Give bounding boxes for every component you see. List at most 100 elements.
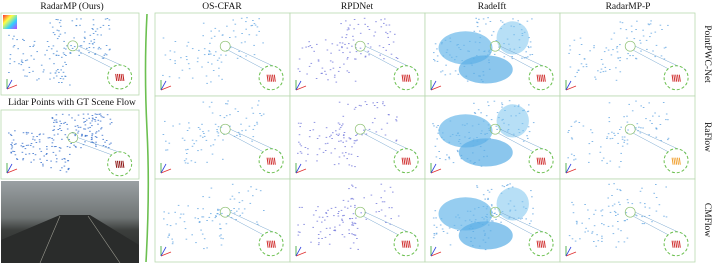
point	[341, 125, 343, 127]
point	[250, 186, 252, 188]
point	[356, 156, 359, 157]
point	[165, 149, 167, 151]
axis-glyph	[6, 168, 18, 174]
point	[321, 221, 323, 223]
point	[343, 63, 345, 65]
point	[432, 123, 434, 125]
point	[38, 78, 40, 80]
point	[32, 146, 35, 148]
point	[311, 47, 313, 49]
point	[654, 56, 656, 58]
point	[383, 201, 386, 203]
point	[623, 220, 626, 222]
axis-glyph	[430, 163, 437, 174]
point	[83, 36, 86, 38]
point	[530, 46, 532, 48]
point	[257, 223, 259, 225]
zoom-line	[498, 215, 534, 235]
point	[609, 160, 612, 162]
point	[577, 69, 580, 71]
flow-vector	[407, 157, 409, 165]
point	[509, 183, 511, 185]
point	[197, 57, 199, 59]
point	[626, 139, 629, 141]
point	[167, 236, 169, 238]
point	[75, 25, 78, 27]
point	[364, 23, 366, 25]
point	[64, 121, 67, 123]
point	[252, 20, 254, 21]
point	[339, 66, 341, 68]
point	[341, 234, 344, 236]
point	[53, 146, 56, 148]
point	[337, 215, 340, 217]
point	[663, 58, 666, 60]
point	[76, 125, 79, 127]
point	[87, 113, 89, 115]
point	[388, 207, 391, 209]
point	[369, 46, 372, 48]
point	[80, 147, 82, 149]
point	[643, 223, 646, 225]
point	[240, 123, 242, 125]
point	[435, 226, 438, 228]
point	[73, 46, 76, 48]
point	[437, 132, 439, 134]
flow-vector	[673, 74, 676, 82]
point	[473, 102, 475, 104]
point	[91, 138, 93, 140]
point	[60, 25, 62, 27]
point	[220, 237, 222, 239]
point	[21, 142, 24, 144]
point	[639, 39, 641, 41]
point	[39, 148, 41, 150]
point	[298, 206, 301, 208]
point	[33, 44, 35, 46]
point	[100, 127, 103, 129]
point	[388, 24, 391, 26]
flow-vector	[120, 73, 123, 82]
point	[568, 130, 570, 131]
point	[511, 56, 513, 57]
point	[325, 127, 328, 129]
point	[338, 133, 340, 135]
point	[626, 121, 629, 123]
point	[316, 154, 319, 156]
point	[44, 54, 46, 56]
point	[609, 211, 612, 213]
point	[55, 114, 58, 116]
point	[347, 103, 349, 105]
point	[350, 198, 352, 200]
point	[66, 146, 69, 148]
point	[185, 56, 188, 57]
point	[240, 42, 243, 44]
point	[601, 223, 603, 225]
point	[576, 221, 578, 223]
point	[338, 49, 341, 51]
point	[253, 125, 256, 127]
point	[658, 204, 661, 206]
point	[500, 221, 502, 223]
point	[310, 62, 313, 64]
point	[201, 66, 203, 68]
point	[236, 210, 238, 212]
point	[39, 133, 41, 135]
point	[631, 31, 633, 33]
point	[456, 149, 459, 151]
point	[376, 107, 379, 109]
point	[231, 183, 234, 185]
point	[186, 130, 189, 131]
point	[341, 152, 344, 154]
point	[21, 151, 24, 153]
point	[476, 186, 479, 188]
point	[325, 227, 328, 229]
point	[395, 139, 398, 141]
point	[22, 145, 25, 147]
point	[448, 227, 451, 229]
point	[70, 45, 72, 47]
point	[325, 212, 327, 214]
point	[531, 18, 533, 20]
point	[298, 134, 301, 136]
point	[83, 128, 85, 130]
point	[226, 103, 229, 105]
